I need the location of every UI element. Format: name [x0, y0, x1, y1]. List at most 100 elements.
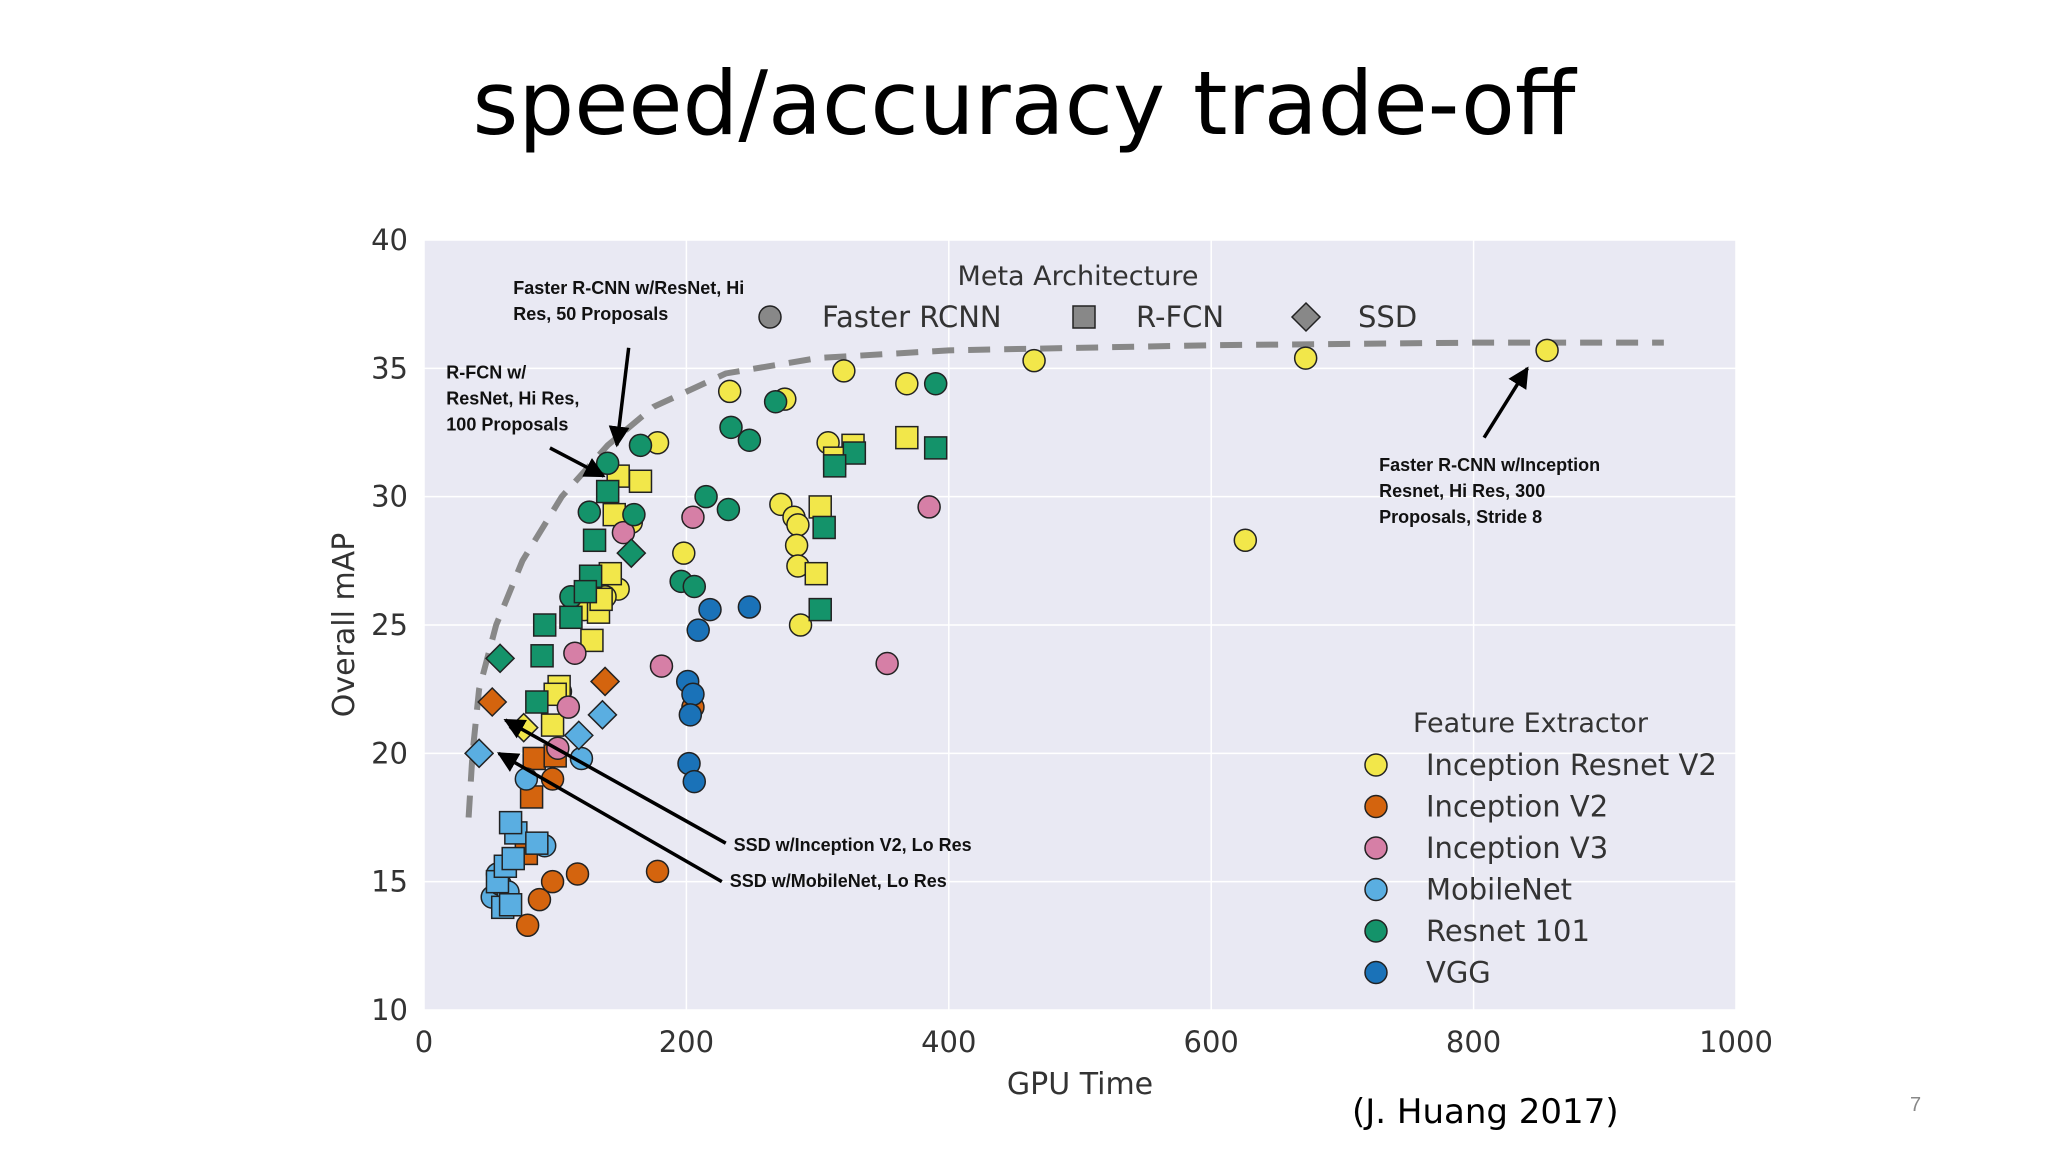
point-mobilenet — [464, 738, 495, 769]
x-tick-label: 800 — [1446, 1025, 1501, 1059]
legend-marker-square — [1072, 305, 1096, 329]
point-resnet-101 — [582, 528, 607, 553]
y-axis-label: Overall mAP — [327, 533, 362, 718]
feature-legend-label: Resnet 101 — [1426, 914, 1590, 948]
point-inception-resnet-v2 — [832, 359, 856, 383]
annotations: Faster R-CNN w/ResNet, Hi Res, 50 Proposa… — [446, 278, 1600, 891]
point-inception-v2 — [522, 746, 546, 771]
point-inception-v2 — [540, 869, 565, 894]
point-inception-v2 — [527, 887, 552, 912]
x-tick-label: 400 — [921, 1025, 976, 1059]
point-inception-resnet-v2 — [717, 379, 742, 404]
point-inception-v2 — [565, 862, 590, 886]
point-inception-resnet-v2 — [1022, 348, 1046, 373]
point-vgg — [678, 703, 703, 727]
point-vgg — [737, 595, 762, 619]
y-tick-label: 20 — [371, 736, 408, 770]
annotation-arrow — [608, 347, 631, 448]
point-mobilenet — [587, 699, 618, 730]
y-tick-label: 10 — [371, 993, 408, 1027]
point-resnet-101 — [694, 484, 718, 509]
annotation-text: SSD w/Inception V2, Lo Res — [734, 835, 972, 855]
x-tick-label: 1000 — [1699, 1025, 1773, 1059]
point-resnet-101 — [595, 479, 620, 504]
annotation-arrow — [549, 446, 606, 478]
point-resnet-101 — [616, 538, 647, 569]
point-vgg — [682, 769, 707, 794]
annotation-text: Proposals, Stride 8 — [1379, 507, 1542, 527]
y-tick-label: 25 — [371, 608, 408, 642]
point-inception-v3 — [563, 641, 587, 665]
annotation-text: 100 Proposals — [446, 415, 568, 435]
feature-legend-label: Inception V2 — [1426, 790, 1608, 824]
meta-legend-label: R-FCN — [1136, 300, 1224, 334]
frontier-curve — [465, 339, 1664, 818]
point-inception-resnet-v2 — [1535, 338, 1559, 363]
point-resnet-101 — [577, 500, 602, 524]
point-mobilenet — [498, 893, 523, 917]
y-tick-label: 15 — [371, 865, 408, 899]
annotation-text: SSD w/MobileNet, Lo Res — [730, 871, 947, 891]
point-inception-resnet-v2 — [1293, 346, 1318, 370]
y-tick-label: 35 — [371, 351, 408, 385]
legend-marker-inception-v2 — [1364, 794, 1388, 819]
point-inception-resnet-v2 — [598, 561, 623, 586]
point-resnet-101 — [822, 454, 847, 478]
y-tick-label: 40 — [371, 223, 408, 257]
citation: (J. Huang 2017) — [1352, 1092, 1619, 1132]
annotation-arrow — [503, 718, 727, 845]
point-resnet-101 — [923, 436, 948, 460]
legends: Meta Architecture Faster RCNN R-FCN SSD Feat… — [758, 261, 1717, 990]
annotation-text: Faster R-CNN w/Inception — [1379, 455, 1600, 475]
frontier-line — [465, 339, 1664, 818]
point-resnet-101 — [682, 574, 707, 599]
point-resnet-101 — [923, 371, 948, 396]
x-tick-label: 200 — [659, 1025, 714, 1059]
legend-marker-inception-resnet-v2 — [1364, 753, 1388, 777]
legend-marker-resnet-101 — [1364, 919, 1388, 943]
point-resnet-101 — [719, 415, 743, 440]
point-vgg — [698, 597, 722, 622]
point-resnet-101 — [530, 644, 554, 668]
point-inception-v2 — [477, 686, 508, 718]
point-inception-v3 — [875, 651, 899, 676]
point-inception-resnet-v2 — [628, 469, 653, 494]
point-inception-v3 — [649, 654, 674, 678]
point-inception-resnet-v2 — [784, 533, 809, 558]
grid-lines — [423, 239, 1737, 1011]
point-resnet-101 — [532, 613, 557, 637]
x-tick-label: 0 — [415, 1025, 433, 1059]
annotation-arrow — [1482, 366, 1529, 439]
annotation-text: Res, 50 Proposals — [513, 304, 668, 324]
legend-marker-vgg — [1364, 960, 1388, 985]
feature-legend-label: VGG — [1426, 956, 1491, 990]
point-inception-v3 — [917, 495, 941, 519]
point-resnet-101 — [525, 690, 549, 714]
point-inception-v3 — [681, 505, 705, 529]
point-mobilenet — [563, 720, 594, 751]
point-resnet-101 — [559, 605, 583, 630]
annotation-text: Faster R-CNN w/ResNet, Hi — [513, 278, 744, 298]
point-inception-resnet-v2 — [540, 713, 565, 737]
point-inception-resnet-v2 — [672, 541, 696, 565]
point-resnet-101 — [716, 497, 741, 522]
point-inception-resnet-v2 — [786, 513, 810, 537]
feature-legend-title: Feature Extractor — [1413, 708, 1649, 739]
meta-legend-title: Meta Architecture — [958, 261, 1199, 292]
point-vgg — [681, 682, 705, 707]
point-mobilenet — [514, 767, 539, 791]
point-inception-v2 — [515, 913, 540, 938]
annotation-text: Resnet, Hi Res, 300 — [1379, 481, 1545, 501]
point-inception-v3 — [556, 695, 581, 719]
data-points — [464, 338, 1559, 938]
point-resnet-101 — [808, 597, 832, 622]
meta-legend-label: Faster RCNN — [822, 300, 1002, 334]
point-mobilenet — [498, 810, 523, 835]
point-resnet-101 — [573, 579, 598, 604]
point-inception-v3 — [611, 520, 636, 545]
point-vgg — [686, 618, 710, 642]
point-inception-resnet-v2 — [788, 613, 813, 637]
axes: 0 200 400 600 800 1000 10 15 20 25 30 35 40 GPU Time O… — [327, 223, 1773, 1102]
feature-legend-label: MobileNet — [1426, 873, 1572, 907]
